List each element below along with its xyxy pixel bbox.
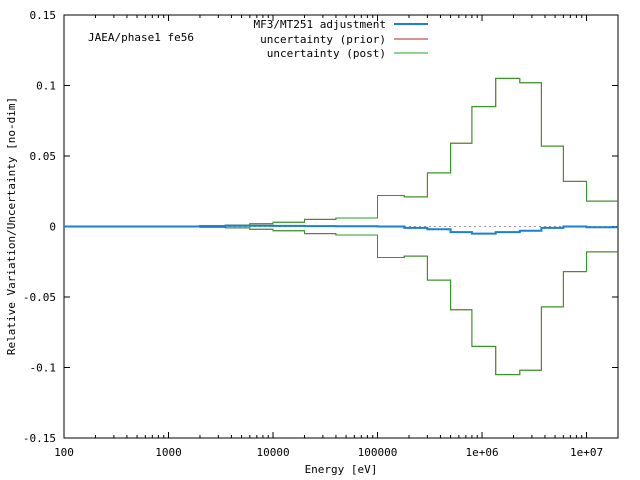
y-tick-label: -0.15 xyxy=(23,432,56,445)
x-tick-label: 100000 xyxy=(358,446,398,459)
series-line-mf3-mt251-adjustment xyxy=(64,224,618,235)
y-tick-label: -0.05 xyxy=(23,291,56,304)
series-line-uncertainty-post-upper xyxy=(64,77,618,227)
y-tick-label: 0 xyxy=(49,221,56,234)
x-tick-label: 1e+07 xyxy=(570,446,603,459)
x-tick-label: 1000 xyxy=(155,446,182,459)
legend-label: uncertainty (post) xyxy=(267,47,386,60)
y-tick-label: 0.1 xyxy=(36,80,56,93)
series-layer xyxy=(64,77,618,376)
tick-group: -0.15 -0.1 -0.05 0 0.05 0.1 0.15 100 1000 10000 10… xyxy=(23,9,619,459)
x-tick-label: 10000 xyxy=(256,446,289,459)
x-axis-label: Energy [eV] xyxy=(305,463,378,476)
series-line-uncertainty-prior-upper xyxy=(64,77,618,227)
legend: MF3/MT251 adjustment uncertainty (prior)u… xyxy=(254,18,428,60)
x-tick-label: 1e+06 xyxy=(465,446,498,459)
chart-annotation: JAEA/phase1 fe56 xyxy=(88,31,194,44)
series-line-uncertainty-post-lower xyxy=(64,226,618,376)
x-tick-label: 100 xyxy=(54,446,74,459)
y-tick-label: -0.1 xyxy=(30,362,57,375)
series-line-uncertainty-prior-lower xyxy=(64,226,618,376)
y-tick-label: 0.05 xyxy=(30,150,57,163)
y-axis-label: Relative Variation/Uncertainty [no-dim] xyxy=(5,97,18,355)
legend-label: uncertainty (prior) xyxy=(260,33,386,46)
legend-label: MF3/MT251 adjustment xyxy=(254,18,386,31)
y-tick-label: 0.15 xyxy=(30,9,57,22)
